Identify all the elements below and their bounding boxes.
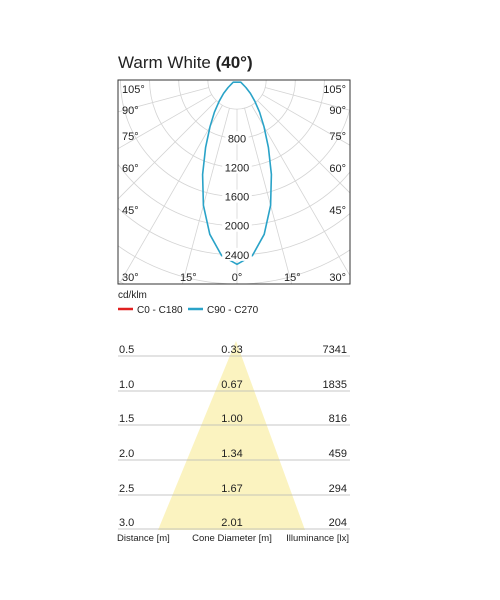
- grid-spoke: [252, 0, 437, 55]
- grid-spoke: [37, 0, 222, 55]
- illuminance-value: 1835: [323, 379, 347, 391]
- polar-frame: [117, 79, 351, 285]
- illuminance-value: 459: [329, 448, 347, 460]
- radial-label-bg: [222, 247, 252, 261]
- angle-label-right: 45°: [329, 205, 346, 217]
- grid-spoke: [0, 0, 209, 72]
- chart-title: Warm White (40°): [118, 53, 253, 73]
- angle-label-right: 75°: [329, 131, 346, 143]
- angle-label-right: 90°: [329, 105, 346, 117]
- distance-value: 2.5: [119, 483, 134, 495]
- legend-label: C90 - C270: [207, 305, 259, 316]
- unit-label: cd/klm: [118, 290, 147, 301]
- grid-spoke: [257, 100, 350, 194]
- title-beam: (40°): [215, 53, 253, 72]
- grid-spoke: [0, 0, 216, 59]
- distance-value: 1.5: [119, 413, 134, 425]
- angle-label-right: 30°: [329, 272, 346, 284]
- angle-label-right: 105°: [323, 84, 346, 96]
- grid-spoke: [0, 0, 212, 65]
- column-header-illuminance: Illuminance [lx]: [286, 533, 349, 544]
- radial-tick-label: 2400: [225, 250, 249, 262]
- distance-value: 1.0: [119, 379, 134, 391]
- radial-label-bg: [222, 189, 252, 203]
- radial-tick-label: 1200: [225, 162, 249, 174]
- radial-tick-label: 800: [228, 133, 246, 145]
- illuminance-value: 816: [329, 413, 347, 425]
- angle-label-bottom: 0°: [232, 272, 243, 284]
- cone-diameter-value: 1.34: [221, 448, 242, 460]
- distance-value: 3.0: [119, 517, 134, 529]
- grid-spoke: [258, 0, 500, 59]
- grid-spoke: [265, 0, 500, 72]
- angle-label-left: 30°: [122, 272, 139, 284]
- cone-diameter-value: 1.00: [221, 413, 242, 425]
- grid-spoke: [244, 108, 293, 284]
- grid-spoke: [262, 0, 500, 65]
- grid-spoke: [118, 87, 209, 113]
- grid-spoke: [245, 0, 341, 52]
- grid-spoke: [181, 108, 230, 284]
- cone-diameter-value: 2.01: [221, 517, 242, 529]
- legend-label: C0 - C180: [137, 305, 183, 316]
- distance-value: 0.5: [119, 344, 134, 356]
- cone-diameter-value: 0.33: [221, 344, 242, 356]
- angle-label-right: 15°: [284, 272, 301, 284]
- grid-spoke: [118, 100, 217, 200]
- column-header-cone-diameter: Cone Diameter [m]: [192, 533, 272, 544]
- radial-tick-label: 2000: [225, 221, 249, 233]
- angle-label-left: 90°: [122, 105, 139, 117]
- radial-label-bg: [222, 218, 252, 232]
- angle-label-left: 45°: [122, 205, 139, 217]
- grid-spoke: [251, 105, 350, 277]
- grid-circle: [207, 80, 267, 110]
- grid-spoke: [265, 87, 350, 111]
- grid-spoke: [118, 94, 212, 150]
- cone-diameter-value: 0.67: [221, 379, 242, 391]
- illuminance-value: 294: [329, 483, 347, 495]
- light-cone: [158, 341, 305, 530]
- grid-spoke: [118, 105, 223, 284]
- illuminance-value: 204: [329, 517, 347, 529]
- angle-label-left: 105°: [122, 84, 145, 96]
- radial-label-bg: [225, 131, 249, 145]
- illuminance-value: 7341: [323, 344, 347, 356]
- distance-value: 2.0: [119, 448, 134, 460]
- title-main: Warm White: [118, 53, 211, 72]
- cone-diameter-value: 1.67: [221, 483, 242, 495]
- grid-spoke: [133, 0, 229, 52]
- angle-label-left: 60°: [122, 163, 139, 175]
- radial-tick-label: 1600: [225, 192, 249, 204]
- angle-label-right: 60°: [329, 163, 346, 175]
- angle-label-left: 75°: [122, 131, 139, 143]
- grid-spoke: [262, 94, 350, 146]
- column-header-distance: Distance [m]: [117, 533, 170, 544]
- radial-label-bg: [222, 160, 252, 174]
- angle-label-left: 15°: [180, 272, 197, 284]
